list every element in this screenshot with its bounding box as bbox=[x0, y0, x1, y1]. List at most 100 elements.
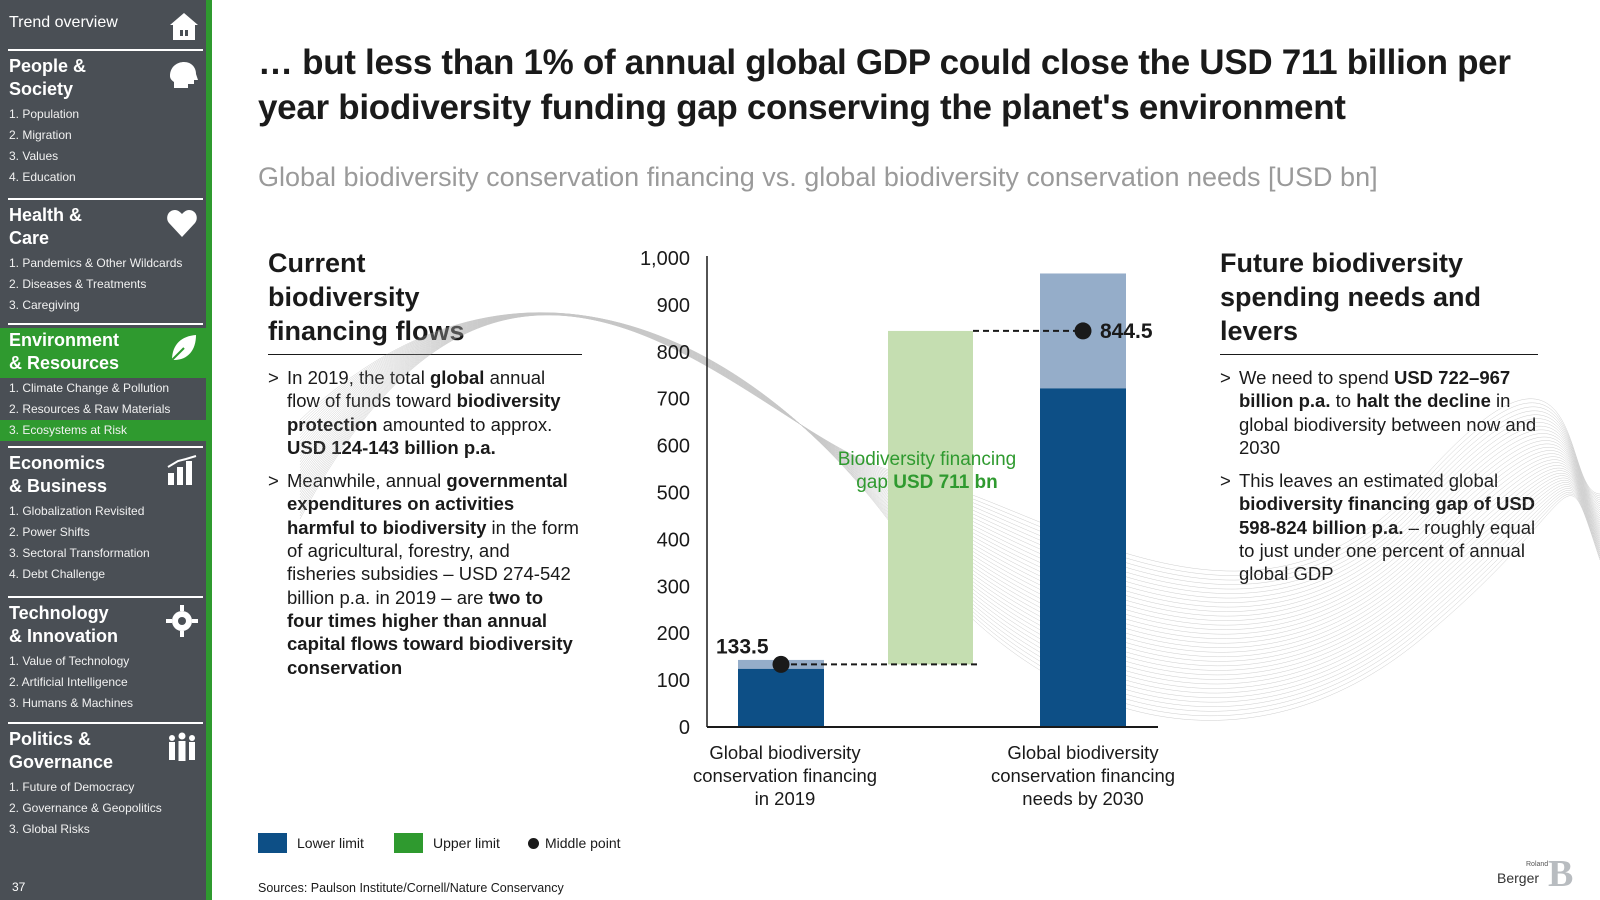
sidebar-divider bbox=[8, 596, 203, 598]
sidebar-item[interactable]: 3. Global Risks bbox=[9, 822, 90, 836]
column-title-line: biodiversity bbox=[268, 282, 420, 312]
sidebar-item[interactable]: 1. Globalization Revisited bbox=[9, 504, 145, 518]
y-tick-label: 800 bbox=[657, 342, 690, 364]
sidebar-section-title[interactable]: Health & Care bbox=[0, 203, 206, 253]
sidebar-section-title-line: Environment bbox=[9, 330, 120, 350]
lower-limit-bar bbox=[1040, 388, 1126, 727]
sidebar-item[interactable]: 2. Resources & Raw Materials bbox=[9, 402, 171, 416]
left-column-title: Current biodiversity financing flows bbox=[268, 246, 465, 348]
logo-small-text: Roland bbox=[1526, 861, 1549, 868]
sidebar-section-title-line: Society bbox=[9, 79, 74, 99]
logo-text: Berger bbox=[1497, 870, 1540, 886]
sidebar-section-title-line: Economics bbox=[9, 453, 106, 473]
sidebar-section-title[interactable]: People & Society bbox=[0, 54, 206, 104]
bullet-chevron-icon: > bbox=[268, 367, 279, 388]
bullet-chevron-icon: > bbox=[1220, 367, 1231, 388]
y-tick-label: 300 bbox=[657, 576, 690, 598]
data-label: 133.5 bbox=[716, 635, 769, 658]
y-tick-label: 400 bbox=[657, 529, 690, 551]
sidebar-item[interactable]: 2. Migration bbox=[9, 128, 72, 142]
bullet-item: > Meanwhile, annual governmental expendit… bbox=[268, 469, 582, 679]
gap-bar bbox=[888, 330, 973, 665]
legend-upper: Upper limit bbox=[394, 832, 500, 854]
bullet-item: > In 2019, the total global annual flow o… bbox=[268, 366, 582, 459]
gap-label-value: USD 711 bn bbox=[893, 472, 998, 493]
y-tick-label: 500 bbox=[657, 483, 690, 505]
sidebar-section-title-line: & Business bbox=[9, 476, 108, 496]
gap-label-line: gap bbox=[856, 472, 894, 493]
column-title-line: levers bbox=[1220, 316, 1299, 346]
chart-subtitle: Global biodiversity conservation financi… bbox=[258, 162, 1378, 192]
sidebar-section-title-line: & Innovation bbox=[9, 626, 118, 646]
sidebar-item[interactable]: 1. Pandemics & Other Wildcards bbox=[9, 256, 183, 270]
sidebar-section-title[interactable]: Politics & Governance bbox=[0, 727, 206, 777]
sidebar-item[interactable]: 3. Values bbox=[9, 149, 59, 163]
y-tick-label: 100 bbox=[657, 670, 690, 692]
sidebar-item[interactable]: 2. Diseases & Treatments bbox=[9, 277, 147, 291]
sidebar-item[interactable]: 3. Caregiving bbox=[9, 298, 80, 312]
sidebar-item[interactable]: 3. Humans & Machines bbox=[9, 696, 134, 710]
legend-label-lower: Lower limit bbox=[297, 835, 364, 851]
sidebar-section-title[interactable]: Economics & Business bbox=[0, 451, 206, 501]
tech-gear-icon bbox=[166, 605, 198, 637]
x-category-label: needs by 2030 bbox=[1022, 788, 1143, 809]
people-group-icon bbox=[169, 732, 195, 761]
bullet-text: in the form of agricultural, forestry, a… bbox=[287, 516, 579, 608]
legend-swatch-upper bbox=[394, 833, 423, 853]
head-icon bbox=[170, 62, 198, 88]
column-title-line: Current bbox=[268, 248, 366, 278]
bullet-text-bold: USD 722–967 billion p.a. bbox=[1239, 367, 1511, 412]
middle-point-dot bbox=[1074, 322, 1092, 340]
roland-berger-logo-icon: B bbox=[1548, 853, 1574, 895]
sidebar-item[interactable]: 3. Ecosystems at Risk bbox=[0, 420, 206, 441]
sidebar-section-title[interactable]: Technology & Innovation bbox=[0, 601, 206, 651]
sidebar-item[interactable]: 1. Future of Democracy bbox=[9, 780, 135, 794]
sidebar-section-title[interactable]: Environment & Resources bbox=[0, 328, 206, 378]
sidebar-section-title-line: Politics & bbox=[9, 729, 92, 749]
bullet-chevron-icon: > bbox=[268, 470, 279, 492]
y-tick-label: 600 bbox=[657, 436, 690, 458]
bullet-item: > We need to spend USD 722–967 billion p.… bbox=[1220, 366, 1546, 459]
gap-annotation: Biodiversity financing gap USD 711 bn bbox=[817, 448, 1037, 494]
bullet-text-bold: USD 124-143 billion p.a. bbox=[287, 436, 496, 458]
sidebar-section-title-line: Technology bbox=[9, 603, 109, 623]
sidebar-divider bbox=[8, 722, 203, 724]
sidebar-section-4: Technology & Innovation 1. Value of Techno… bbox=[0, 601, 206, 714]
sidebar-section-title-line: & Resources bbox=[9, 353, 120, 373]
sidebar-item[interactable]: 3. Sectoral Transformation bbox=[9, 546, 150, 560]
gap-label-line: Biodiversity financing bbox=[837, 449, 1017, 470]
sidebar-item[interactable]: 1. Climate Change & Pollution bbox=[9, 381, 170, 395]
column-title-line: spending needs and bbox=[1220, 282, 1482, 312]
page-number: 37 bbox=[12, 880, 26, 894]
bullet-chevron-icon: > bbox=[1220, 470, 1231, 492]
x-category-label: conservation financing bbox=[991, 765, 1175, 786]
sidebar-item[interactable]: 1. Value of Technology bbox=[9, 654, 130, 668]
right-column-rule bbox=[1220, 354, 1538, 355]
sidebar-item[interactable]: 1. Population bbox=[9, 107, 80, 121]
legend-dot-middle bbox=[528, 837, 539, 849]
sidebar-divider bbox=[8, 198, 203, 200]
legend-label-upper: Upper limit bbox=[433, 835, 500, 851]
legend-lower: Lower limit bbox=[258, 832, 364, 854]
bullet-text: This leaves an estimated global bbox=[1239, 470, 1499, 492]
sidebar-item[interactable]: 2. Governance & Geopolitics bbox=[9, 801, 162, 815]
sidebar-item[interactable]: 4. Education bbox=[9, 170, 76, 184]
sidebar-item[interactable]: 4. Debt Challenge bbox=[9, 567, 106, 581]
legend-label-middle: Middle point bbox=[545, 835, 621, 851]
sidebar-accent-bar bbox=[206, 0, 212, 900]
sidebar-item[interactable]: 2. Artificial Intelligence bbox=[9, 675, 128, 689]
x-category-label: in 2019 bbox=[755, 788, 816, 809]
right-column-title: Future biodiversity spending needs and lev… bbox=[1220, 246, 1481, 348]
bullet-text-bold: halt the decline bbox=[1356, 390, 1491, 412]
bullet-text: annual flow of funds toward bbox=[287, 367, 546, 412]
sidebar-section-title-line: Care bbox=[9, 228, 50, 248]
x-category-label: conservation financing bbox=[693, 765, 877, 786]
bullet-text: in global biodiversity between now and 2… bbox=[1239, 390, 1537, 458]
middle-point-dot bbox=[772, 655, 790, 673]
sidebar-item[interactable]: 2. Power Shifts bbox=[9, 525, 90, 539]
sidebar-section-0: People & Society 1. Population 2. Migration… bbox=[0, 54, 206, 188]
home-icon[interactable] bbox=[166, 8, 202, 44]
trend-overview-link[interactable]: Trend overview bbox=[9, 14, 118, 31]
bullet-text-bold: global bbox=[429, 367, 485, 388]
